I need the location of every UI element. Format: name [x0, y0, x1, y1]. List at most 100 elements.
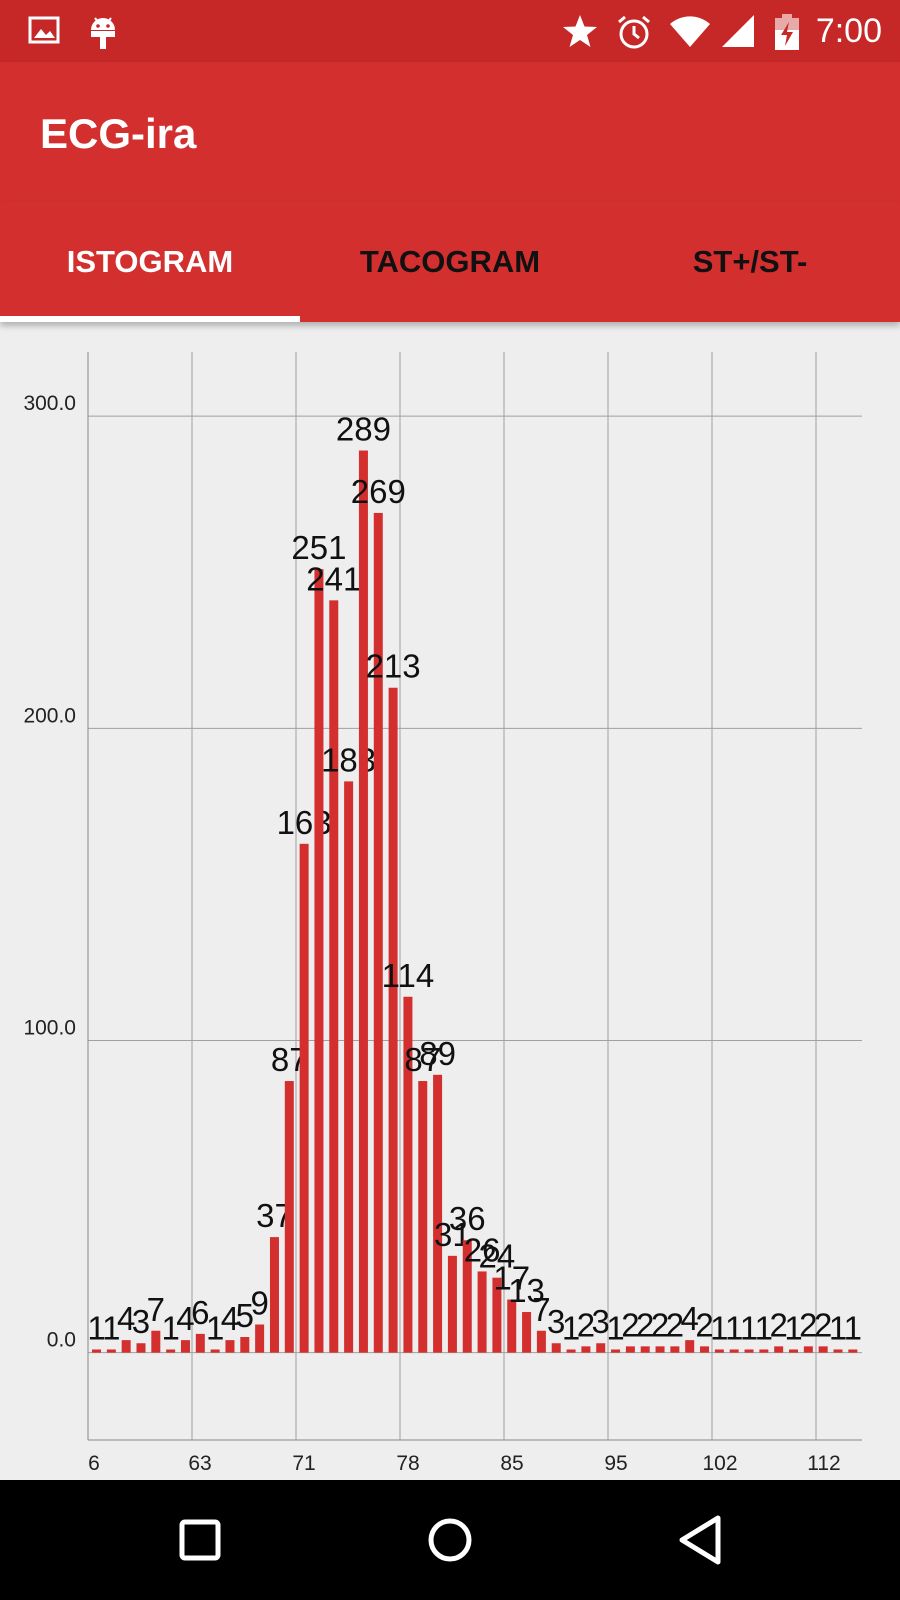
- histogram-bar: [121, 1340, 131, 1353]
- x-tick-label: 102: [702, 1452, 737, 1475]
- histogram-bar: [136, 1343, 146, 1353]
- tab-label: ST+/ST-: [692, 244, 808, 279]
- histogram-bar: [269, 1237, 279, 1353]
- home-icon[interactable]: [420, 1510, 480, 1570]
- bar-value-label: 3: [592, 1303, 610, 1340]
- histogram-bar: [418, 1081, 428, 1353]
- histogram-bar: [803, 1346, 813, 1353]
- alarm-icon: [616, 14, 652, 55]
- histogram-bar: [759, 1349, 769, 1353]
- histogram-bar: [314, 569, 324, 1353]
- bar-value-label: 24: [479, 1238, 516, 1275]
- bar-value-label: 36: [449, 1200, 486, 1237]
- bar-value-label: 4: [681, 1300, 699, 1337]
- bar-value-label: 1: [829, 1309, 847, 1346]
- bar-value-label: 1: [562, 1309, 580, 1346]
- histogram-bar: [640, 1346, 650, 1353]
- histogram-bar: [358, 450, 368, 1353]
- histogram-bar: [225, 1340, 235, 1353]
- bar-value-label: 4: [117, 1300, 135, 1337]
- histogram-bar: [581, 1346, 591, 1353]
- histogram-bar: [818, 1346, 828, 1353]
- bar-value-label: 2: [621, 1306, 639, 1343]
- histogram-bar: [462, 1240, 472, 1353]
- x-tick-label: 95: [604, 1452, 627, 1475]
- tab-label: ISTOGRAM: [66, 244, 234, 279]
- histogram-bar: [166, 1349, 176, 1353]
- tab-istogram[interactable]: ISTOGRAM: [0, 202, 300, 322]
- bar-value-label: 89: [419, 1035, 456, 1072]
- tab-st[interactable]: ST+/ST-: [600, 202, 900, 322]
- bar-value-label: 7: [147, 1291, 165, 1328]
- histogram-bar: [151, 1330, 161, 1353]
- bar-value-label: 2: [577, 1306, 595, 1343]
- bar-value-label: 9: [250, 1285, 268, 1322]
- tab-label: TACOGRAM: [359, 244, 541, 279]
- battery-charging-icon: [774, 14, 800, 55]
- histogram-bar: [433, 1074, 443, 1353]
- histogram-bar: [447, 1255, 457, 1353]
- app-title: ECG-ira: [40, 110, 197, 157]
- histogram-bar: [522, 1312, 532, 1353]
- bar-value-label: 3: [132, 1303, 150, 1340]
- y-tick-label: 100.0: [23, 1016, 76, 1039]
- x-tick-label: 63: [188, 1452, 211, 1475]
- star-icon: [562, 14, 598, 53]
- histogram-bar: [240, 1336, 250, 1353]
- histogram-bar: [700, 1346, 710, 1353]
- bar-value-label: 251: [291, 529, 346, 566]
- bar-value-label: 2: [636, 1306, 654, 1343]
- histogram-bar: [477, 1271, 487, 1353]
- x-tick-label: 112: [807, 1452, 840, 1475]
- bar-value-label: 2: [799, 1306, 817, 1343]
- histogram-bar: [210, 1349, 220, 1353]
- histogram-bar: [180, 1340, 190, 1353]
- histogram-bar: [492, 1277, 502, 1353]
- histogram-bar: [625, 1346, 635, 1353]
- x-tick-label: 6: [88, 1452, 100, 1475]
- bar-value-label: 269: [351, 473, 406, 510]
- histogram-bar: [685, 1340, 695, 1353]
- tab-tacogram[interactable]: TACOGRAM: [300, 202, 600, 322]
- bar-value-label: 1: [784, 1309, 802, 1346]
- histogram-bar: [536, 1330, 546, 1353]
- image-notification-icon: [28, 14, 60, 51]
- bar-value-label: 4: [176, 1300, 194, 1337]
- histogram-bar: [284, 1081, 294, 1353]
- histogram-bar: [789, 1349, 799, 1353]
- wifi-icon: [668, 14, 712, 53]
- app-bar: ECG-ira: [0, 62, 900, 202]
- bar-value-label: 1: [102, 1309, 120, 1346]
- bar-value-label: 1: [710, 1309, 728, 1346]
- x-tick-label: 71: [292, 1452, 315, 1475]
- back-icon[interactable]: [672, 1510, 732, 1570]
- bar-value-label: 7: [532, 1291, 550, 1328]
- histogram-chart[interactable]: 0.0 100.0 200.0 300.0 6 63 71 78 85 95 102 112 1 1 4 3 7…: [0, 322, 900, 1480]
- bar-value-label: 1: [725, 1309, 743, 1346]
- histogram-bar: [388, 687, 398, 1353]
- histogram-bar: [774, 1346, 784, 1353]
- bar-value-label: 5: [236, 1297, 254, 1334]
- bar-value-label: 26: [464, 1231, 501, 1268]
- bar-value-label: 4: [221, 1300, 239, 1337]
- histogram-bar: [507, 1299, 517, 1353]
- recent-apps-icon[interactable]: [170, 1510, 230, 1570]
- bar-value-label: 2: [814, 1306, 832, 1343]
- bar-value-label: 2: [770, 1306, 788, 1343]
- histogram-bar: [403, 996, 413, 1353]
- bar-value-label: 6: [191, 1294, 209, 1331]
- bar-value-label: 1: [606, 1309, 624, 1346]
- bar-value-label: 2: [651, 1306, 669, 1343]
- bar-value-label: 87: [404, 1041, 441, 1078]
- histogram-bar: [714, 1349, 724, 1353]
- y-tick-label: 300.0: [23, 392, 76, 415]
- y-tick-label: 200.0: [23, 704, 76, 727]
- bar-value-label: 13: [508, 1272, 545, 1309]
- bar-value-label: 114: [382, 957, 435, 994]
- tab-indicator: [0, 316, 300, 322]
- tab-bar: ISTOGRAM TACOGRAM ST+/ST-: [0, 202, 900, 322]
- histogram-bar: [299, 843, 309, 1353]
- histogram-bar: [848, 1349, 858, 1353]
- navigation-bar: [0, 1480, 900, 1600]
- histogram-bar: [744, 1349, 754, 1353]
